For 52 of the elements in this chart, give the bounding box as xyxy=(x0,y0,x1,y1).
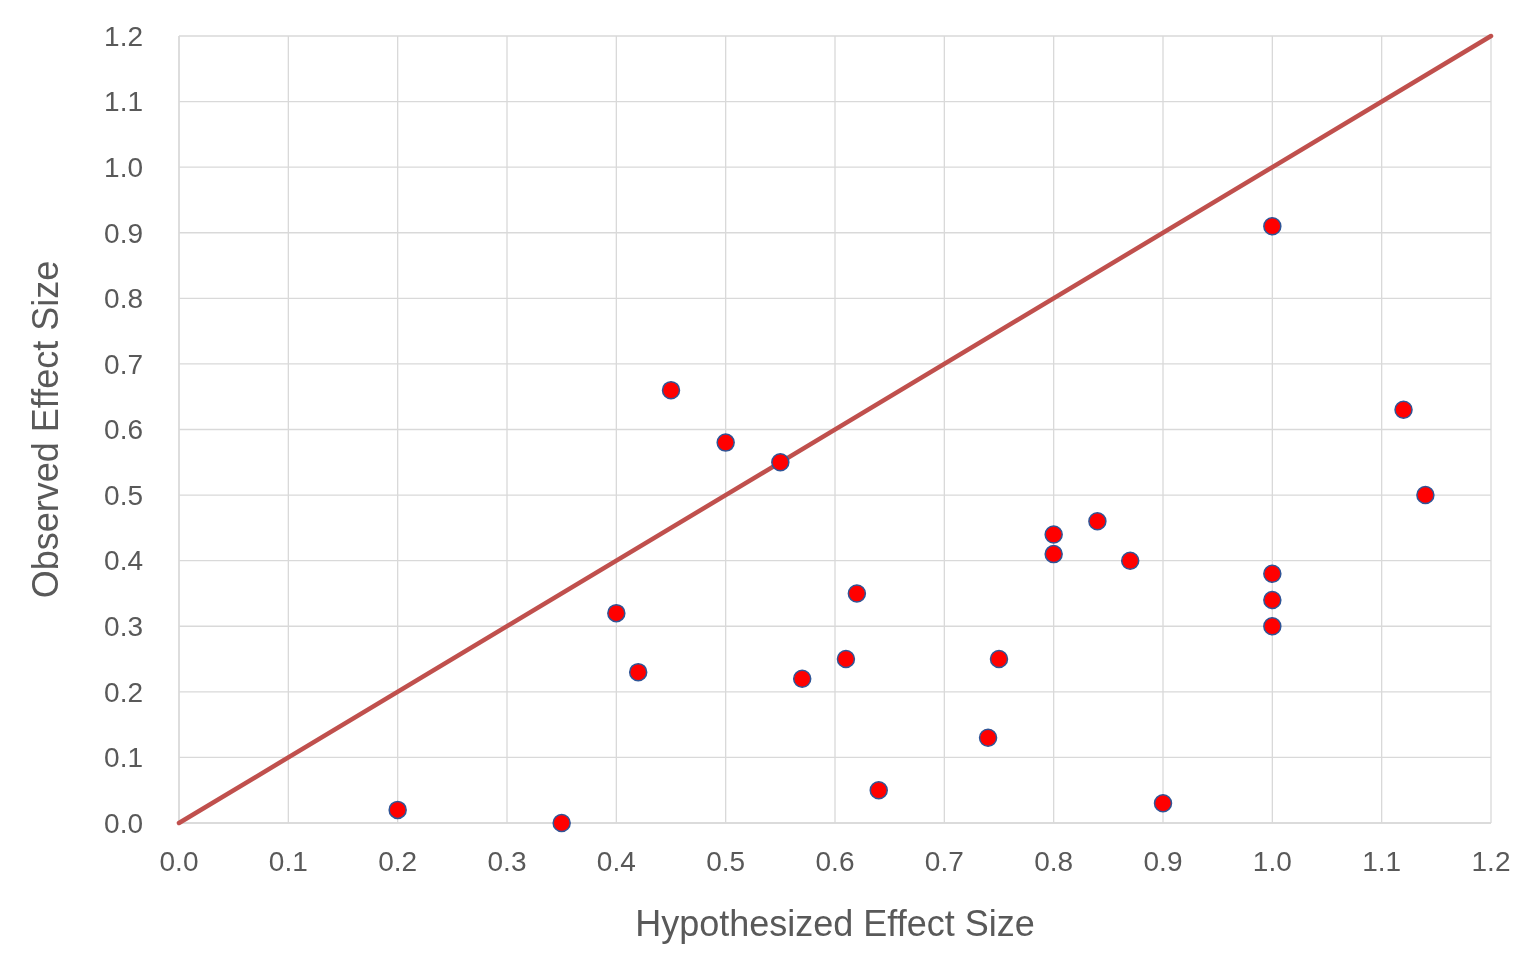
y-tick-label: 0.8 xyxy=(104,283,143,315)
point xyxy=(1263,564,1282,584)
point xyxy=(552,813,571,833)
y-tick-label: 0.4 xyxy=(104,545,143,577)
x-tick-label: 0.8 xyxy=(1034,846,1074,877)
point xyxy=(869,780,888,800)
point xyxy=(1263,590,1282,610)
point xyxy=(1088,512,1107,531)
y-tick-label: 0.2 xyxy=(104,676,143,708)
y-tick-label: 0.5 xyxy=(104,479,143,511)
point xyxy=(1394,400,1413,420)
y-tick-label: 1.2 xyxy=(104,20,143,52)
y-tick-label: 1.0 xyxy=(104,151,143,183)
x-tick-label: 0.4 xyxy=(596,846,636,877)
point xyxy=(716,433,735,452)
point xyxy=(607,603,626,623)
y-tick-label: 0.1 xyxy=(104,742,143,774)
point xyxy=(1044,544,1063,564)
point xyxy=(1263,617,1282,636)
y-tick-label: 0.7 xyxy=(104,348,143,380)
y-tick-label: 0.6 xyxy=(104,414,143,446)
x-axis-title: Hypothesized Effect Size xyxy=(635,903,1035,944)
point xyxy=(1044,525,1063,544)
point xyxy=(792,669,812,688)
point xyxy=(989,649,1009,669)
point xyxy=(771,453,790,472)
y-tick-label: 0.0 xyxy=(104,807,143,839)
point xyxy=(388,800,407,820)
x-tick-label: 1.1 xyxy=(1362,846,1402,877)
y-axis-title: Observed Effect Size xyxy=(25,260,66,599)
point xyxy=(836,649,856,669)
x-tick-label: 1.0 xyxy=(1252,846,1292,877)
point xyxy=(661,380,681,400)
x-tick-label: 0.5 xyxy=(706,846,746,877)
x-tick-label: 0.1 xyxy=(268,846,308,877)
y-tick-label: 0.3 xyxy=(104,611,143,643)
point xyxy=(628,662,648,682)
point xyxy=(978,728,998,747)
point xyxy=(1416,485,1435,505)
x-tick-label: 0.9 xyxy=(1143,846,1183,877)
y-tick-label: 1.1 xyxy=(104,86,143,118)
point xyxy=(1263,216,1282,236)
y-tick-label: 0.9 xyxy=(104,217,143,249)
x-tick-label: 0.0 xyxy=(159,846,199,877)
point xyxy=(847,584,867,603)
x-tick-label: 0.2 xyxy=(378,846,418,877)
x-tick-label: 1.2 xyxy=(1471,846,1511,877)
point xyxy=(1120,551,1140,570)
x-tick-label: 0.6 xyxy=(815,846,855,877)
x-tick-label: 0.7 xyxy=(924,846,964,877)
x-tick-label: 0.3 xyxy=(487,846,527,877)
point xyxy=(1153,794,1173,813)
